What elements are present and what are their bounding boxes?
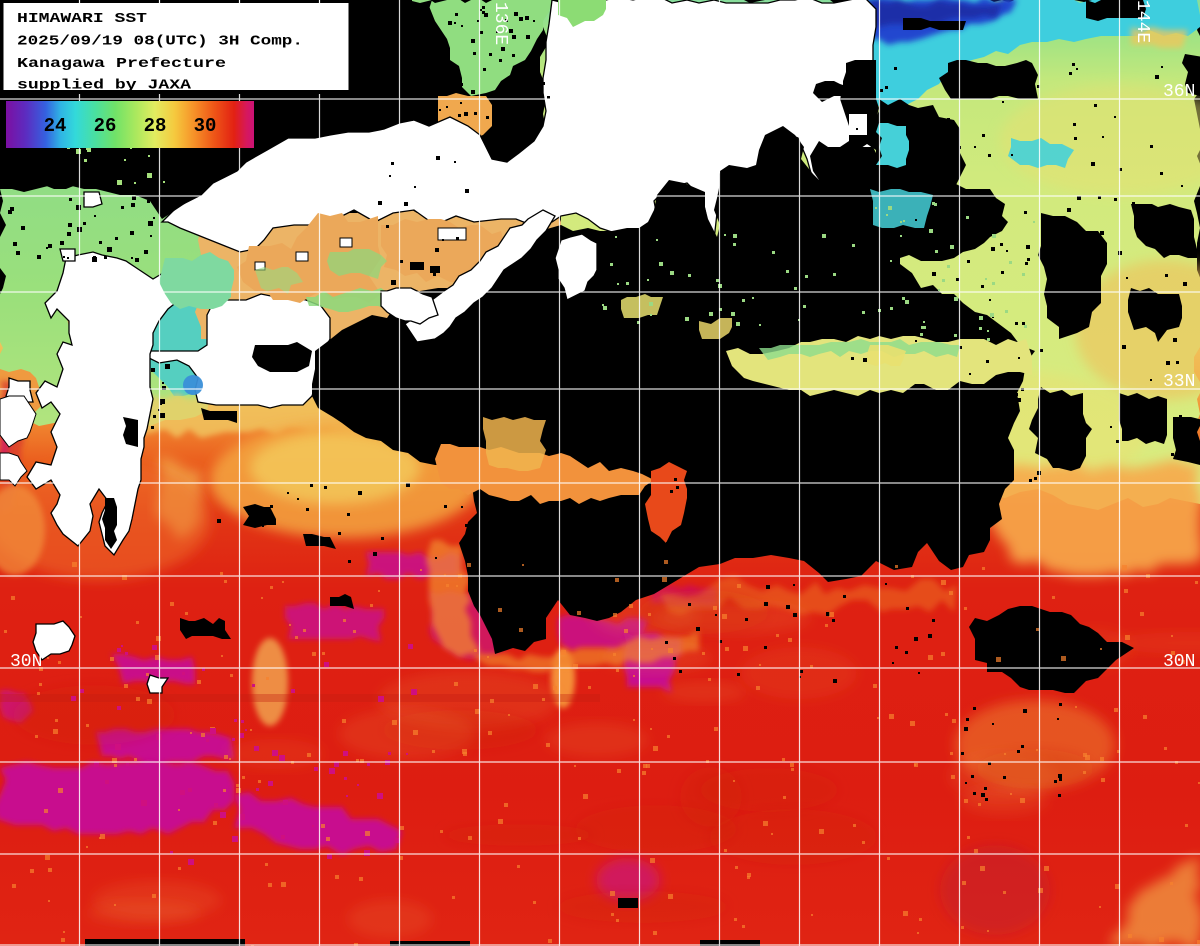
svg-text:30: 30 xyxy=(194,115,217,137)
svg-text:33N: 33N xyxy=(1163,372,1195,392)
svg-text:Kanagawa Prefecture: Kanagawa Prefecture xyxy=(17,56,226,72)
svg-text:30N: 30N xyxy=(10,652,42,672)
svg-text:2025/09/19 08(UTC) 3H Comp.: 2025/09/19 08(UTC) 3H Comp. xyxy=(17,34,303,50)
svg-text:supplied by JAXA: supplied by JAXA xyxy=(17,78,192,94)
svg-text:24: 24 xyxy=(44,115,67,137)
svg-text:36N: 36N xyxy=(1163,82,1195,102)
svg-text:26: 26 xyxy=(94,115,117,137)
svg-text:28: 28 xyxy=(144,115,167,137)
svg-text:136E: 136E xyxy=(490,2,510,45)
svg-text:30N: 30N xyxy=(1163,652,1195,672)
svg-text:HIMAWARI SST: HIMAWARI SST xyxy=(17,11,147,27)
svg-text:144E: 144E xyxy=(1132,0,1152,43)
